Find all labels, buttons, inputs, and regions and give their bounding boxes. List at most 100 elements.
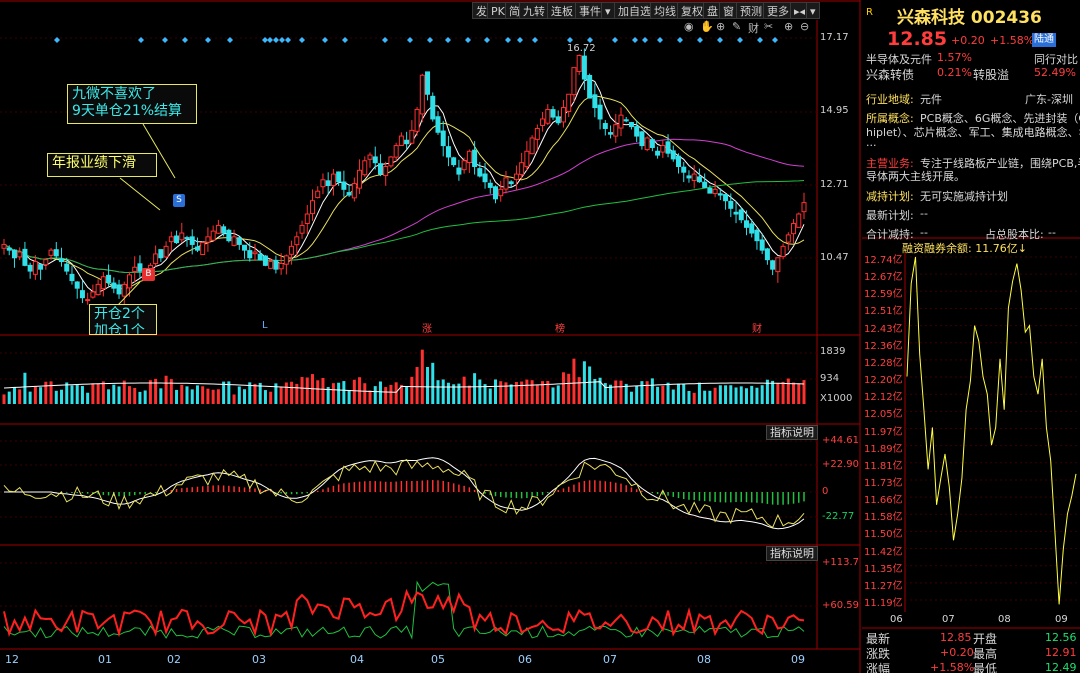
candle-body [696,176,702,183]
margin-title: 融资融券余额: 11.76亿↓ [902,242,1027,255]
quote-high-label: 最高 [973,647,998,661]
volume-bar [190,389,194,404]
price-label-3: 12.71 [820,179,849,190]
candle-body [22,248,28,266]
signal-diamond [717,37,723,43]
stock-title[interactable]: 兴森科技 002436 [897,8,1042,28]
quote-open-value: 12.56 [1045,631,1077,644]
pen-icon[interactable]: ✎ [732,20,742,33]
sector-label[interactable]: 半导体及元件 [866,53,932,66]
crosshair-icon[interactable]: ⊕ [716,20,726,33]
candle-body [377,163,383,175]
candle-body [456,167,462,175]
margin-y-label: 11.42亿 [864,546,903,558]
candle-body [116,284,122,295]
candle-body [487,182,493,188]
annotation-open-line1: 开仓2个 [94,306,145,322]
high-price-label: 16.72 [567,43,596,54]
candle-body [665,141,671,154]
tb-dropdown2-icon[interactable]: ▾ [806,2,820,19]
candle-body [472,149,478,167]
tb-forecast[interactable]: 预测 [736,2,766,19]
concepts-line2[interactable]: hiplet）、芯片概念、军工、集成电路概念、华 [866,126,1080,139]
candle-body [529,137,535,155]
tb-fuquan[interactable]: 复权 [677,2,707,19]
scissors-icon[interactable]: ✂ [764,20,774,33]
finance-icon[interactable]: 财 [748,22,759,35]
macd-help-button[interactable]: 指标说明 [766,425,818,440]
candle-body [362,160,368,176]
volume-bar [415,367,419,404]
concepts-line1[interactable]: PCB概念、6G概念、先进封装（C [920,112,1080,125]
industry-label: 行业地域: [866,93,914,106]
marker-l[interactable]: L [262,320,268,331]
signal-diamond [484,37,490,43]
month-04: 04 [350,653,364,666]
candle-body [242,244,248,251]
tb-ma[interactable]: 均线 [650,2,680,19]
volume-bar [520,381,524,404]
candle-body [289,245,295,255]
candle-body [592,94,598,109]
buy-signal-badge[interactable]: B [142,268,155,281]
candle-body [304,213,310,225]
bond-label[interactable]: 兴森转债 [866,68,915,82]
current-price: 12.85 [887,28,948,50]
business-label: 主营业务: [866,157,914,170]
signal-diamond [612,37,618,43]
candle-body [712,188,718,195]
ind2-help-button[interactable]: 指标说明 [766,546,818,561]
annotation-jiuwei-line1: 九微不喜欢了 [72,86,156,102]
candle-body [508,181,514,185]
candle-body [215,224,221,234]
marker-bang[interactable]: 榜 [555,324,565,335]
margin-y-label: 12.67亿 [864,272,903,284]
candle-body [717,193,723,196]
volume-bar [677,383,681,404]
candle-body [278,262,284,270]
business-line1: 专注于线路板产业链，围绕PCB,半 [920,157,1080,170]
margin-y-label: 12.51亿 [864,306,903,318]
candle-body [294,236,300,246]
month-06: 06 [518,653,532,666]
candle-body [158,249,164,259]
volume-bar [243,389,247,404]
tb-add-watch[interactable]: 加自选 [614,2,655,19]
volume-bar [122,380,126,404]
volume-ma-line [3,381,805,393]
concepts-more[interactable]: ... [866,136,877,149]
signal-diamond [757,37,763,43]
hand-icon[interactable]: ✋ [700,20,714,33]
volume-bar [635,385,639,404]
signal-diamond [465,37,471,43]
volume-bar [410,376,414,404]
month-08: 08 [697,653,711,666]
industry-value[interactable]: 元件 [920,93,942,106]
compare-link[interactable]: 同行对比 [1034,53,1078,66]
macd-label-1: +44.61 [822,435,860,446]
candle-body [100,276,106,290]
hsgt-badge[interactable]: 陆通 [1032,33,1056,47]
margin-y-label: 12.05亿 [864,409,903,421]
candle-body [571,67,577,96]
volume-bar [797,383,801,404]
ind2-label-1: +113.7 [822,557,860,568]
zoom-out-icon[interactable]: ⊖ [800,20,810,33]
candle-body [205,236,211,243]
marker-cai[interactable]: 财 [752,324,762,335]
candle-body [430,95,436,120]
volume-bar [603,383,607,404]
volume-bar [499,381,503,404]
marker-zhang[interactable]: 涨 [422,324,432,335]
zoom-in-icon[interactable]: ⊕ [784,20,794,33]
candle-body [733,211,739,215]
sell-signal-badge[interactable]: S [173,194,185,207]
signal-diamond [657,37,663,43]
margin-y-label: 11.19亿 [864,598,903,609]
signal-diamond [517,37,523,43]
candle-body [372,156,378,164]
newest-value: -- [920,207,928,220]
quote-pct-value: +1.58% [930,661,975,673]
candle-body [153,253,159,265]
eye-icon[interactable]: ◉ [684,20,694,33]
